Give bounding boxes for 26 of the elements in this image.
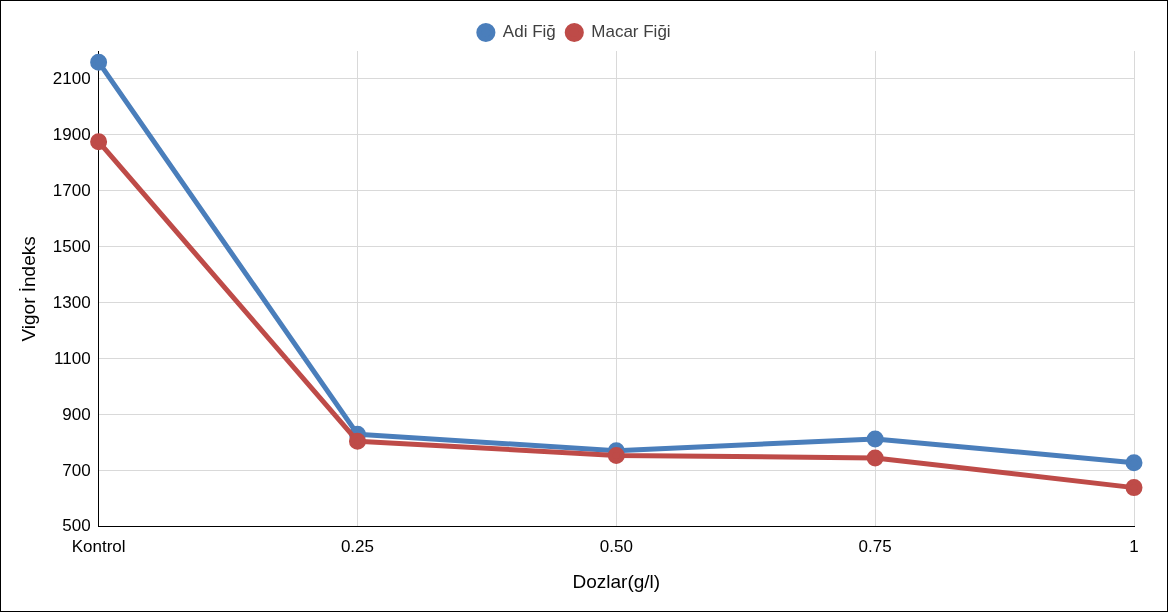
x-tick-label: Kontrol [71, 536, 126, 556]
x-tick-label: 0.25 [340, 536, 375, 556]
point [866, 449, 884, 467]
legend-label: Macar Fiği [591, 22, 671, 42]
y-tick-label: 1700 [52, 180, 91, 200]
x-tick-label: 1 [1129, 536, 1139, 556]
y-tick-label: 900 [62, 404, 91, 424]
legend-label: Adi Fiğ [502, 22, 556, 42]
y-tick-label: 2100 [52, 68, 91, 88]
x-tick-label: 0.50 [599, 536, 633, 556]
y-tick-label: 1300 [52, 292, 91, 312]
point [348, 432, 366, 450]
point [1125, 479, 1143, 497]
y-tick-label: 1900 [52, 124, 91, 144]
point [90, 133, 108, 151]
x-axis-title: Dozlar(g/l) [572, 570, 661, 592]
point [607, 446, 625, 464]
x-tick-label: 0.75 [858, 536, 892, 556]
point [1125, 454, 1143, 472]
y-axis-title: Vigor İndeks [17, 236, 39, 342]
y-tick-label: 1100 [54, 348, 91, 368]
y-tick-label: 500 [62, 516, 91, 536]
point [866, 430, 884, 448]
point [90, 53, 108, 71]
y-tick-label: 700 [62, 460, 91, 480]
y-tick-label: 1500 [52, 236, 91, 256]
